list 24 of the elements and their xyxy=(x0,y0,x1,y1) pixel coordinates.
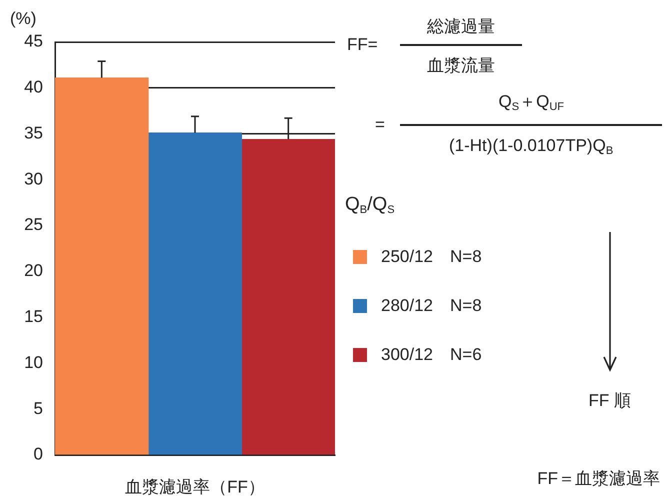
y-tick-label: 25 xyxy=(24,215,43,234)
text: = xyxy=(375,115,385,134)
text: (1-Ht)(1-0.0107TP)Q$_{B}$ xyxy=(449,136,614,157)
text: FF 順 xyxy=(588,391,631,410)
text: Q$_{S}$＋Q$_{UF}$ xyxy=(498,92,564,113)
y-tick-label: 0 xyxy=(34,444,43,464)
text: FF＝血漿濾過率 xyxy=(537,469,660,488)
y-tick-label: 30 xyxy=(24,169,43,188)
y-tick-label: 15 xyxy=(24,307,43,326)
legend-label: 300/12 N=6 xyxy=(381,345,482,364)
y-tick-label: 20 xyxy=(24,261,43,280)
text: 血漿流量 xyxy=(427,56,495,75)
y-tick-label: 35 xyxy=(24,123,43,142)
legend-label: 280/12 N=8 xyxy=(381,296,482,315)
y-tick-label: 45 xyxy=(24,32,43,51)
x-axis-title: 血漿濾過率（FF） xyxy=(125,477,265,496)
legend-title: Q$_{B}$/Q$_{S}$ xyxy=(345,194,396,216)
y-tick-label: 40 xyxy=(24,78,43,97)
y-tick-label: 5 xyxy=(34,398,43,418)
legend-label: 250/12 N=8 xyxy=(381,247,482,266)
text: 総濾過量 xyxy=(427,17,495,36)
text: FF= xyxy=(347,35,378,54)
y-axis-title: (%) xyxy=(10,9,36,28)
y-tick-label: 10 xyxy=(24,352,43,372)
